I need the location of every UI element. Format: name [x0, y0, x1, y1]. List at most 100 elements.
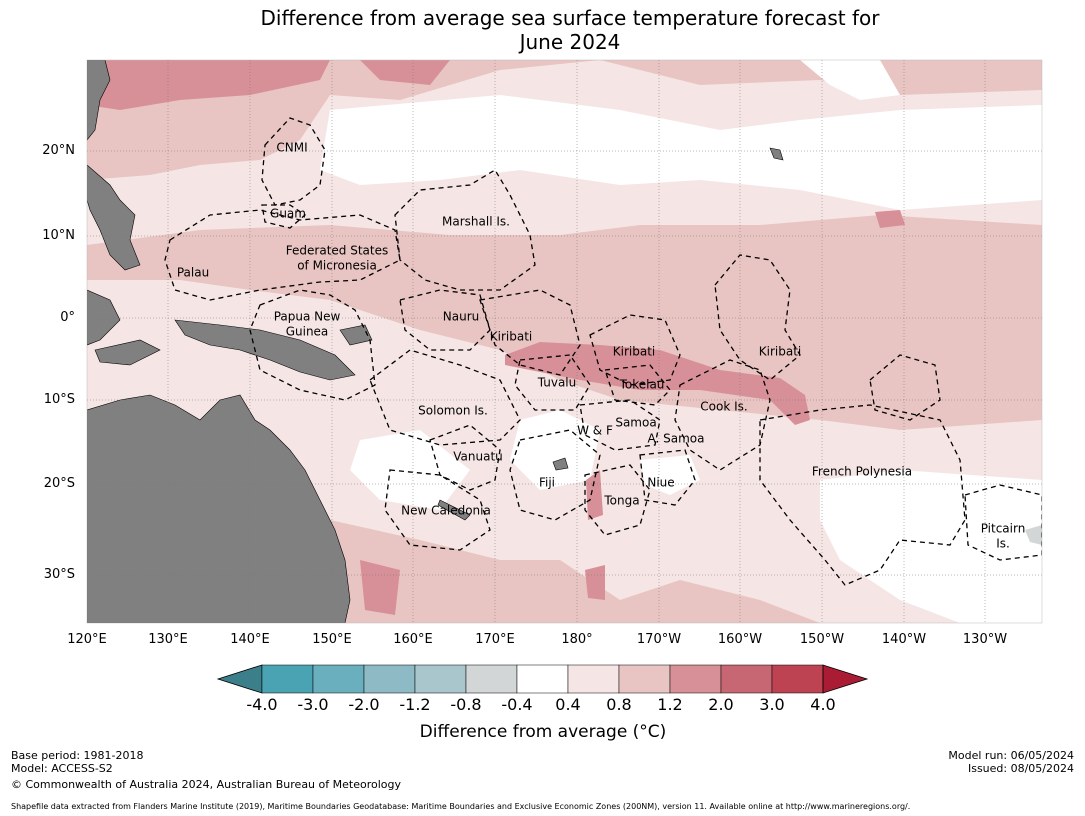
colorbar-tick-label: -1.2: [399, 695, 431, 714]
anomaly-hot-tongue: [505, 342, 810, 425]
eez-png: [249, 289, 376, 401]
footer-issued: Issued: 08/05/2024: [967, 762, 1074, 775]
lat-label-10n: 10°N: [42, 228, 75, 243]
region-label-kiribati-c: Kiribati: [612, 344, 656, 359]
anomaly-south-hot2: [585, 565, 605, 600]
eez-samoa: [579, 399, 661, 451]
colorbar: [216, 664, 869, 694]
colorbar-segment: [414, 664, 467, 694]
anomaly-cool-patch: [1025, 525, 1042, 545]
lon-label-140e: 140°E: [230, 632, 270, 647]
map-frame: [86, 59, 1043, 624]
colorbar-tick-label: 4.0: [810, 695, 836, 714]
eez-french-polynesia: [759, 404, 966, 586]
anomaly-equatorial-band: [87, 215, 1042, 430]
eez-niue: [639, 449, 696, 506]
region-label-new-caledonia: New Caledonia: [401, 503, 491, 518]
lon-label-180: 180°: [561, 632, 593, 647]
region-label-png-2: Guinea: [285, 324, 329, 339]
colorbar-tick-label: 0.4: [555, 695, 581, 714]
footer-model-run: Model run: 06/05/2024: [948, 749, 1074, 762]
region-label-pitcairn-2: Is.: [996, 536, 1010, 551]
colorbar-tick-label: -0.8: [450, 695, 482, 714]
eez-kiribati-w: [479, 289, 581, 376]
colorbar-tick-label: 0.8: [606, 695, 632, 714]
land-new-caledonia: [437, 499, 471, 521]
anomaly-hot-spot: [875, 210, 905, 228]
region-label-kiribati-e: Kiribati: [758, 344, 802, 359]
region-label-guam: Guam: [270, 206, 306, 221]
region-label-french-polynesia: French Polynesia: [811, 464, 913, 479]
land-new-britain: [339, 324, 373, 346]
land-australia: [87, 394, 351, 623]
colorbar-title: Difference from average (°C): [419, 722, 667, 742]
lon-label-150e: 150°E: [312, 632, 352, 647]
lat-label-20n: 20°N: [42, 143, 75, 158]
region-label-marshall: Marshall Is.: [442, 214, 510, 229]
colorbar-tick-label: -3.0: [297, 695, 329, 714]
colorbar-tick-label: -2.0: [348, 695, 380, 714]
region-label-niue: Niue: [647, 475, 675, 490]
colorbar-tick-label: -4.0: [246, 695, 278, 714]
eez-boundaries: [164, 117, 1042, 586]
region-label-palau: Palau: [176, 265, 210, 280]
lat-label-10s: 10°S: [43, 392, 75, 407]
eez-tonga: [584, 464, 651, 536]
region-label-pitcairn-1: Pitcairn: [980, 521, 1026, 536]
region-label-nauru: Nauru: [442, 309, 480, 324]
colorbar-segment: [363, 664, 416, 694]
land-hawaii: [769, 147, 784, 161]
region-label-fiji: Fiji: [538, 475, 556, 490]
chart-title-line2: June 2024: [519, 30, 621, 54]
anomaly-neutral-fiji: [510, 410, 600, 490]
lon-label-160e: 160°E: [393, 632, 433, 647]
colorbar-segment: [261, 664, 314, 694]
anomaly-north-band: [87, 60, 1042, 180]
colorbar-segment: [720, 664, 773, 694]
anomaly-south-band: [330, 520, 820, 623]
anomaly-tonga-hot: [586, 470, 603, 520]
map-area: [87, 60, 1042, 623]
colorbar-segment: [669, 664, 722, 694]
land-sulawesi: [94, 339, 161, 366]
region-label-tonga: Tonga: [604, 493, 640, 508]
eez-tokelau: [604, 364, 671, 406]
lat-label-0: 0°: [60, 310, 75, 325]
region-label-asamoa: A. Samoa: [647, 431, 705, 446]
lon-label-130e: 130°E: [148, 632, 188, 647]
footer-shapefile-credit: Shapefile data extracted from Flanders M…: [11, 802, 911, 811]
colorbar-segment: [567, 664, 620, 694]
land-borneo: [87, 289, 121, 346]
region-label-samoa: Samoa: [615, 415, 657, 430]
lon-label-170e: 170°E: [475, 632, 515, 647]
anomaly-neutral-niue: [640, 455, 700, 495]
eez-cook: [674, 359, 771, 471]
anomaly-neutral-sw: [350, 430, 470, 510]
colorbar-segment: [771, 664, 824, 694]
anomaly-north-hot2: [360, 60, 450, 85]
chart-title-line1: Difference from average sea surface temp…: [260, 6, 880, 30]
eez-vanuatu: [429, 424, 501, 491]
region-label-tokelau: Tokelau: [619, 377, 665, 392]
lon-label-170w: 170°W: [636, 632, 682, 647]
region-label-cnmi: CNMI: [276, 140, 308, 155]
anomaly-south-hot: [360, 560, 400, 615]
lon-label-130w: 130°W: [962, 632, 1008, 647]
colorbar-tick-label: -0.4: [501, 695, 533, 714]
eez-cnmi: [261, 117, 326, 206]
footer-base-period: Base period: 1981-2018: [11, 749, 144, 762]
colorbar-segment: [618, 664, 671, 694]
eez-fsm: [164, 209, 401, 301]
anomaly-neutral-north: [320, 95, 1042, 210]
eez-fiji: [509, 429, 601, 521]
colorbar-segment: [516, 664, 569, 694]
colorbar-segment: [312, 664, 365, 694]
colorbar-tick-label: 3.0: [759, 695, 785, 714]
region-label-cook: Cook Is.: [700, 399, 748, 414]
lon-label-150w: 150°W: [799, 632, 845, 647]
lat-label-20s: 20°S: [43, 476, 75, 491]
region-label-png-1: Papua New: [273, 309, 341, 324]
land-philippines: [87, 164, 141, 271]
region-label-tuvalu: Tuvalu: [537, 375, 577, 390]
